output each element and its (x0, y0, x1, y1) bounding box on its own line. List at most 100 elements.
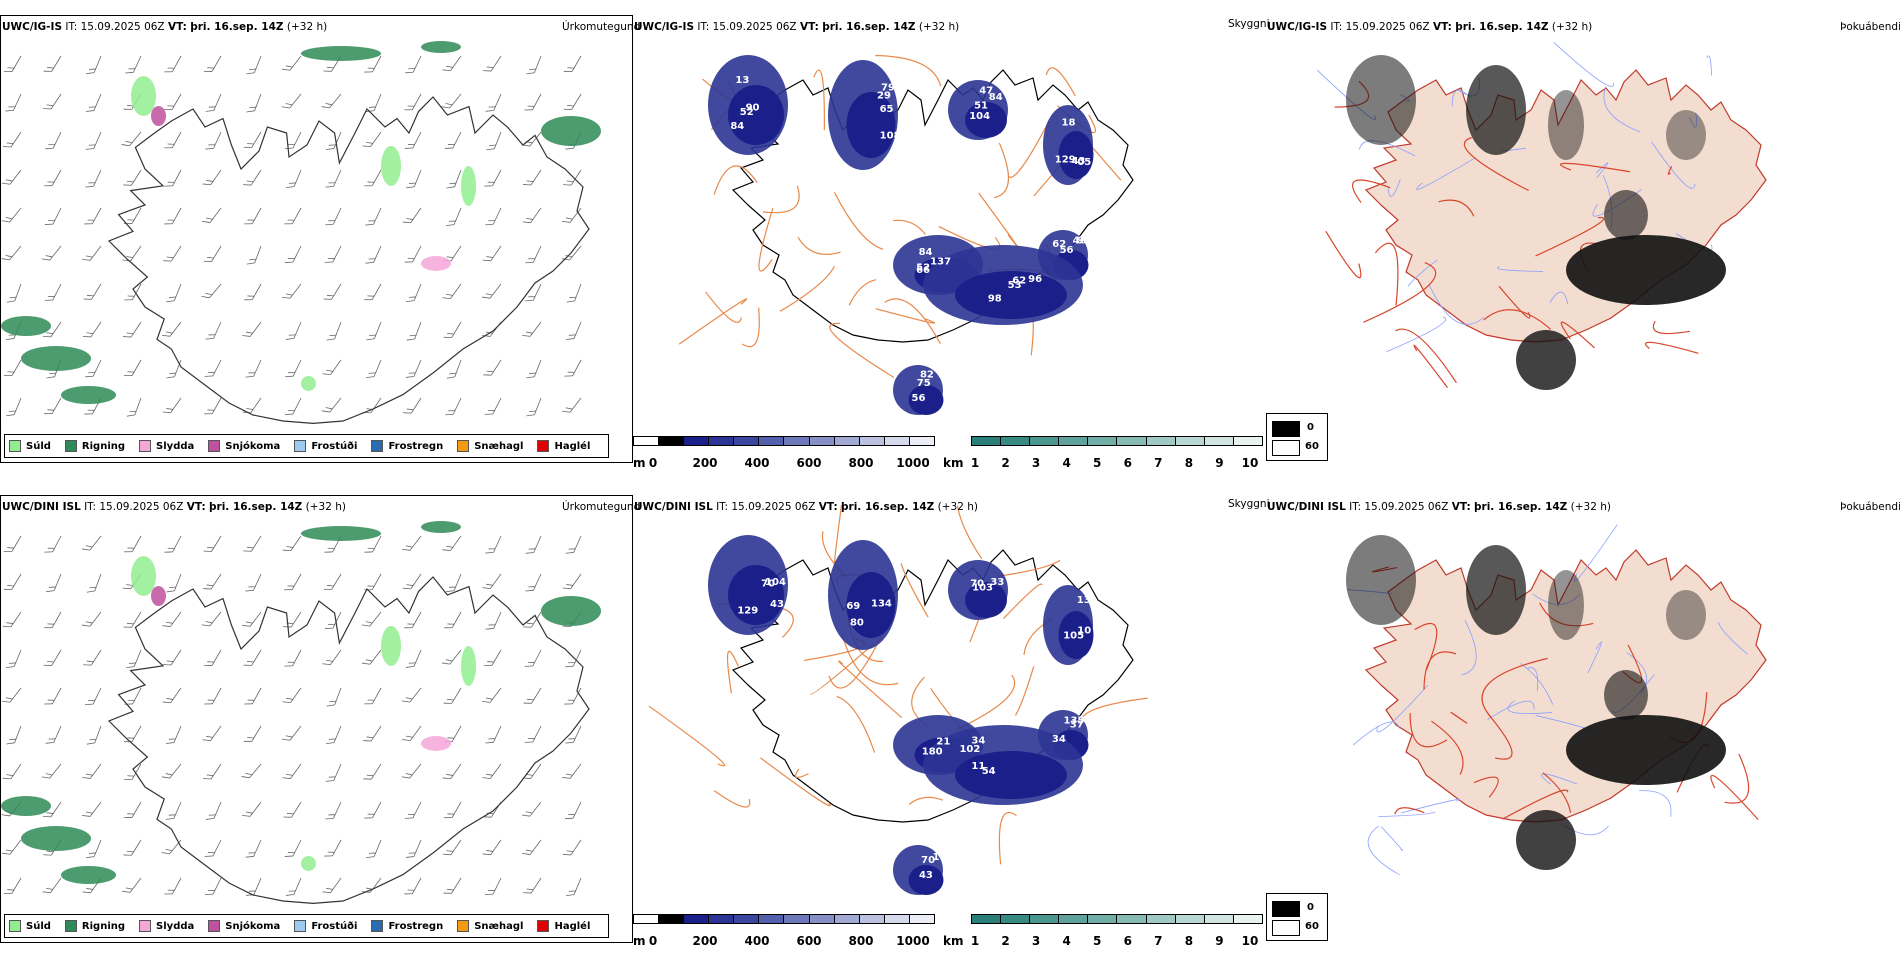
legend-item: Frostúði (294, 440, 357, 452)
wind-barb (325, 207, 342, 226)
visibility-value-label: 37 (1070, 719, 1084, 730)
wind-barb (242, 397, 262, 414)
wind-barb (562, 763, 582, 779)
fog-value-low: 0 (1307, 422, 1314, 433)
visibility-value-label: 70 (921, 855, 935, 866)
road (1559, 162, 1630, 173)
wind-barb (523, 687, 542, 704)
legend-label: Súld (26, 440, 51, 452)
visibility-value-label: 52 (916, 262, 930, 273)
legend-item: Súld (9, 920, 51, 932)
wind-barb (126, 397, 142, 417)
road (884, 298, 941, 344)
wind-barb (41, 763, 62, 779)
wind-barb (405, 359, 422, 378)
elevation-bin (734, 437, 760, 445)
road (1409, 713, 1448, 748)
wind-barb (123, 321, 142, 338)
wind-barb (484, 877, 502, 896)
wind-barb (281, 93, 302, 109)
low-visibility-core (908, 385, 944, 415)
wind-barb (363, 725, 382, 742)
wind-barb (81, 535, 102, 551)
wind-barb (404, 877, 422, 895)
road (1498, 285, 1531, 319)
wind-barb (5, 93, 22, 112)
legend-label: Frostúði (311, 920, 358, 932)
wind-barb (83, 283, 102, 300)
wind-barb (284, 649, 302, 667)
wind-barb (82, 321, 102, 338)
wind-barb (202, 169, 222, 186)
visibility-value-label: 65 (880, 104, 894, 115)
road (678, 298, 747, 345)
river (1487, 700, 1535, 720)
visibility-value-label: 18 (1062, 117, 1076, 128)
wind-barb (362, 131, 382, 148)
wind-barb (405, 649, 422, 668)
header-precip: UWC/DINI ISL IT: 15.09.2025 06Z VT: þri.… (2, 501, 346, 513)
precip-area (381, 146, 401, 186)
wind-barb (486, 131, 502, 151)
road (705, 291, 743, 323)
fog-panel (1266, 495, 1900, 945)
wind-barb (484, 169, 502, 187)
river (1689, 112, 1698, 128)
elevation-bin (909, 437, 934, 445)
road (833, 505, 843, 564)
visibility-value-label: 43 (1072, 156, 1086, 167)
wind-barb (85, 359, 102, 378)
elevation-bin (759, 915, 785, 923)
wind-barb (405, 839, 422, 858)
road (875, 308, 936, 324)
precip-area (61, 386, 116, 404)
road (1363, 261, 1437, 323)
precip-map (1, 41, 601, 425)
wind-barb (284, 573, 302, 591)
visibility-value-label: 29 (877, 91, 891, 102)
elevation-tick: 0 (648, 934, 658, 948)
low-visibility-core (1058, 131, 1094, 179)
wind-barb (42, 801, 62, 818)
precip-area (461, 646, 476, 686)
wind-barb (86, 573, 102, 593)
visibility-title: Skyggni (1228, 498, 1270, 510)
elevation-bin (909, 915, 934, 923)
visibility-colorbar: km 1 2 3 4 5 6 7 8 9 10 (943, 914, 1273, 954)
wind-barb (43, 93, 62, 110)
wind-barb (526, 397, 542, 417)
wind-barb (365, 207, 382, 226)
wind-barb (244, 687, 262, 705)
wind-barb (322, 877, 342, 894)
visibility-bin (972, 915, 1002, 923)
wind-barb (525, 535, 542, 554)
wind-barb (564, 359, 582, 377)
elevation-bin (834, 437, 860, 445)
river (1603, 86, 1641, 133)
road (1045, 67, 1076, 97)
fog-legend: 0 60 (1266, 893, 1328, 941)
elevation-tick: 1000 (896, 456, 930, 470)
elevation-colorbar: m 0 200 400 600 800 1000 (633, 436, 938, 476)
road (1560, 321, 1595, 349)
wind-barb (165, 725, 182, 744)
legend-item: Snjókoma (208, 920, 280, 932)
river (1532, 593, 1581, 605)
wind-barb (443, 877, 462, 894)
wind-barb (3, 131, 22, 148)
visibility-colorbar: km 1 2 3 4 5 6 7 8 9 10 (943, 436, 1273, 476)
legend-swatch (537, 440, 550, 452)
wind-barb (446, 573, 462, 593)
river (1451, 89, 1471, 107)
wind-barb (565, 535, 582, 554)
visibility-bin (1001, 915, 1031, 923)
wind-barb (525, 573, 542, 592)
wind-barb (326, 725, 342, 745)
legend-label: Snjókoma (225, 440, 281, 452)
legend-item: Frostúði (294, 920, 357, 932)
river (1553, 42, 1614, 87)
wind-barb (445, 397, 462, 416)
elevation-tick: 1000 (896, 934, 930, 948)
road (809, 644, 874, 695)
road (1473, 776, 1499, 798)
